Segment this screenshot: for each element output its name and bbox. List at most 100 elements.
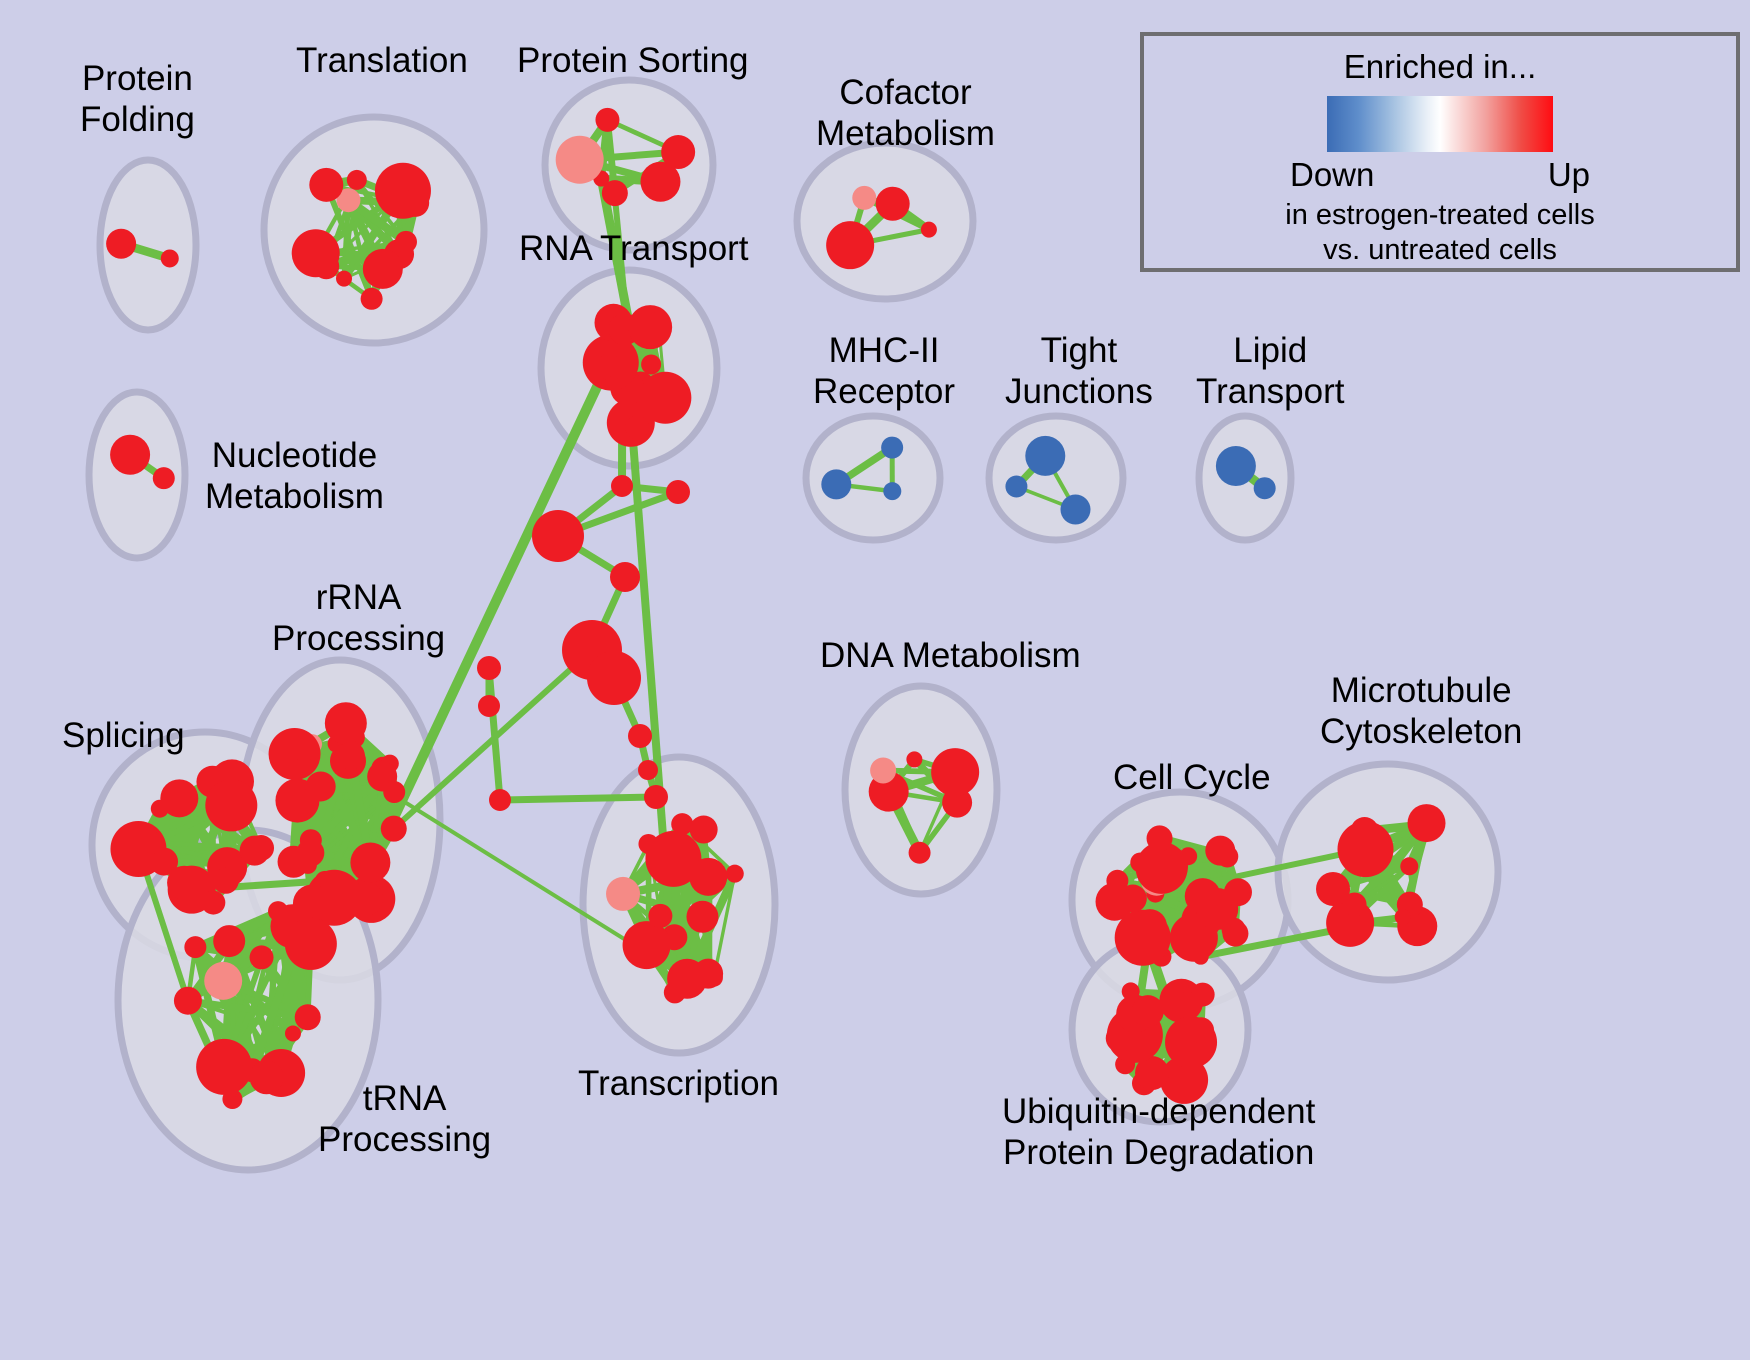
gene-set-node xyxy=(152,467,175,490)
cluster-label-dna-metabolism: DNA Metabolism xyxy=(820,636,1081,675)
gene-set-node xyxy=(908,841,931,864)
gene-set-node xyxy=(213,925,246,958)
gene-set-node xyxy=(324,702,367,745)
gene-set-node xyxy=(360,287,383,310)
gene-set-node xyxy=(380,815,407,842)
gene-set-node xyxy=(821,469,852,500)
gene-set-node xyxy=(640,161,681,202)
legend-low-label: Down xyxy=(1290,156,1375,193)
gene-set-node xyxy=(394,230,417,253)
gene-set-node xyxy=(920,221,937,238)
cluster-label-cofactor-metabolism: Cofactor Metabolism xyxy=(816,73,995,153)
cluster-hull-mhc-ii-receptor xyxy=(802,412,944,544)
cluster-hull-nucleotide-metabolism xyxy=(85,388,189,562)
gene-set-node xyxy=(1350,817,1379,846)
gene-set-node xyxy=(249,1060,284,1095)
gene-set-node xyxy=(477,656,501,680)
gene-set-node xyxy=(106,228,137,259)
gene-set-node xyxy=(638,760,658,780)
gene-set-node xyxy=(1105,1024,1134,1053)
gene-set-node xyxy=(305,771,336,802)
cluster-label-protein-sorting: Protein Sorting xyxy=(517,41,749,80)
gene-set-node xyxy=(167,865,202,900)
network-edge xyxy=(499,793,657,804)
gene-set-node xyxy=(196,1038,253,1095)
gene-set-node xyxy=(725,864,744,883)
gene-set-node xyxy=(489,789,511,811)
gene-set-node xyxy=(611,475,633,497)
gene-set-node xyxy=(1223,878,1252,907)
legend-title: Enriched in... xyxy=(1343,48,1537,85)
gene-set-node xyxy=(350,842,391,883)
cluster-label-ubiquitin-protein-degradation: Ubiquitin-dependent Protein Degradation xyxy=(1002,1092,1316,1172)
gene-set-node xyxy=(346,169,367,190)
gene-set-node xyxy=(628,724,652,748)
gene-set-node xyxy=(595,107,620,132)
gene-set-node xyxy=(268,901,289,922)
gene-set-node xyxy=(220,876,237,893)
gene-set-node xyxy=(603,339,622,358)
gene-set-node xyxy=(336,270,353,287)
gene-set-node xyxy=(610,562,640,592)
cluster-label-splicing: Splicing xyxy=(62,716,185,755)
gene-set-node xyxy=(110,434,151,475)
gene-set-node xyxy=(1160,1055,1209,1104)
gene-set-node xyxy=(671,813,694,836)
gene-set-node xyxy=(1216,845,1239,868)
gene-set-node xyxy=(204,961,243,1000)
gene-set-node xyxy=(1394,908,1411,925)
gene-set-node xyxy=(625,415,650,440)
network-edge xyxy=(391,647,595,831)
gene-set-node xyxy=(294,1004,321,1031)
gene-set-node xyxy=(1407,804,1446,843)
gene-set-node xyxy=(1177,991,1198,1012)
cluster-hull-protein-sorting xyxy=(541,76,717,254)
gene-set-node xyxy=(555,135,604,184)
gene-set-node xyxy=(150,799,169,818)
gene-set-node xyxy=(150,847,179,876)
gene-set-node xyxy=(870,757,897,784)
cluster-label-cell-cycle: Cell Cycle xyxy=(1113,758,1271,797)
gene-set-node xyxy=(1095,882,1134,921)
gene-set-node xyxy=(205,779,258,832)
gene-set-node xyxy=(284,1025,301,1042)
cluster-label-protein-folding: Protein Folding xyxy=(80,59,195,139)
color-scale-bar xyxy=(1327,96,1553,152)
gene-set-node xyxy=(1188,1017,1215,1044)
gene-set-node xyxy=(1135,1056,1170,1091)
cluster-label-rrna-processing: rRNA Processing xyxy=(272,578,446,658)
network-edge xyxy=(187,997,309,1021)
gene-set-node xyxy=(383,781,406,804)
gene-set-node xyxy=(1221,917,1246,942)
gene-set-node xyxy=(881,436,904,459)
gene-set-node xyxy=(883,482,902,501)
gene-set-node xyxy=(648,903,673,928)
cluster-label-mhc-ii-receptor: MHC-II Receptor xyxy=(813,331,956,411)
gene-set-node xyxy=(1342,892,1367,917)
gene-set-node xyxy=(641,354,662,375)
gene-set-node xyxy=(1131,995,1164,1028)
gene-set-node xyxy=(401,188,430,217)
gene-set-node xyxy=(826,221,875,270)
gene-set-node xyxy=(1215,445,1256,486)
gene-set-node xyxy=(249,945,274,970)
gene-set-node xyxy=(141,831,164,854)
gene-set-node xyxy=(1400,857,1419,876)
gene-set-node xyxy=(1179,847,1198,866)
cluster-hull-dna-metabolism xyxy=(841,682,1001,898)
cluster-label-lipid-transport: Lipid Transport xyxy=(1196,331,1345,411)
cluster-label-nucleotide-metabolism: Nucleotide Metabolism xyxy=(205,436,384,516)
cluster-label-microtubule-cytoskeleton: Microtubule Cytoskeleton xyxy=(1320,671,1523,751)
gene-set-node xyxy=(689,815,718,844)
gene-set-node xyxy=(875,186,910,221)
legend-panel: Enriched in... Down Up in estrogen-treat… xyxy=(1140,32,1740,272)
gene-set-node xyxy=(1316,871,1351,906)
network-edge xyxy=(355,178,408,244)
gene-set-node xyxy=(160,779,199,818)
gene-set-node xyxy=(224,854,243,873)
legend-high-label: Up xyxy=(1547,156,1590,193)
gene-set-node xyxy=(1025,435,1066,476)
cluster-label-translation: Translation xyxy=(296,41,468,80)
gene-set-node xyxy=(595,355,618,378)
